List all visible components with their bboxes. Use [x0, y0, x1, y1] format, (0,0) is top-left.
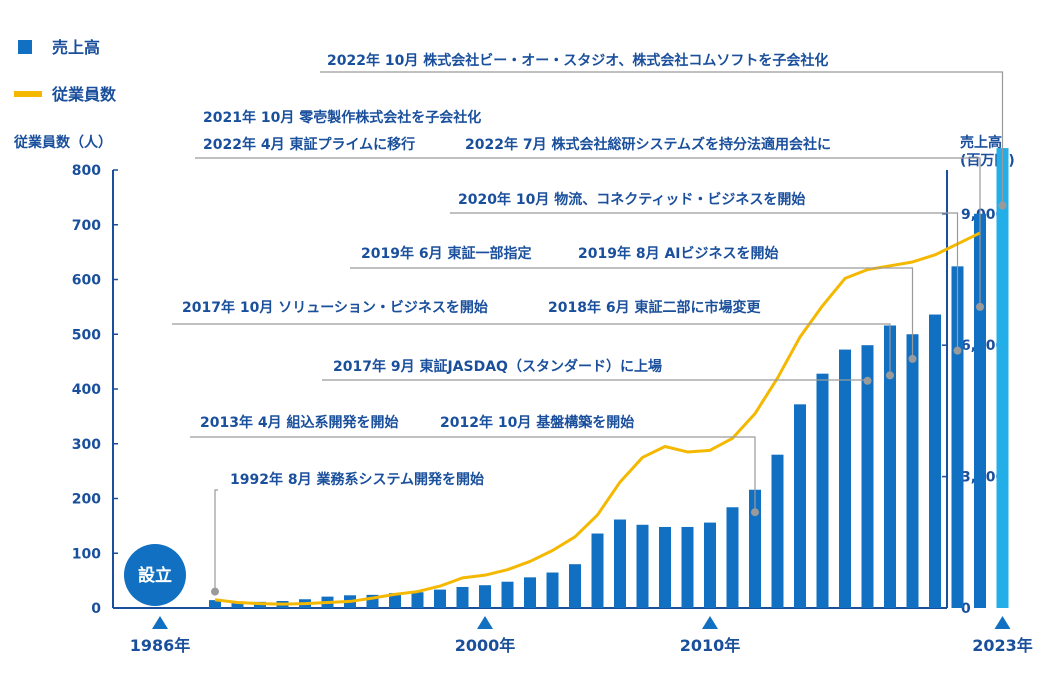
annotation-text: 2017年 10月 ソリューション・ビジネスを開始: [182, 299, 488, 316]
sales-bar-1998: [434, 589, 446, 608]
founding-badge: [124, 544, 186, 606]
annotation-dot: [886, 371, 894, 380]
sales-bar-2023: [996, 148, 1009, 608]
year-marker-2023: [994, 616, 1011, 629]
sales-bar-2001: [501, 581, 514, 608]
sales-bar-2017: [861, 345, 874, 608]
annotation-text: 2018年 6月 東証二部に市場変更: [548, 299, 761, 316]
left-tick-label: 100: [72, 546, 101, 562]
sales-bar-2002: [524, 577, 536, 608]
sales-bar-2005: [591, 533, 604, 608]
sales-bar-2011: [726, 507, 739, 608]
year-marker-2000: [477, 616, 493, 629]
annotation-leader: [172, 323, 891, 376]
annotation-leader: [214, 489, 218, 592]
sales-bar-1997: [411, 592, 424, 608]
sales-bar-2008: [659, 526, 671, 608]
sales-bar-2022: [974, 213, 986, 609]
sales-bar-1989: [231, 601, 244, 608]
sales-bar-2013: [771, 454, 784, 608]
annotation-dot: [211, 587, 219, 596]
annotation-text: 2022年 10月 株式会社ビー・オー・スタジオ、株式会社コムソフトを子会社化: [327, 52, 828, 69]
sales-bar-2012: [749, 489, 761, 608]
left-tick-label: 600: [72, 273, 101, 289]
legend-label: 従業員数: [51, 85, 117, 104]
right-tick-label: 0: [961, 601, 971, 617]
legend-swatch-employees: [14, 91, 42, 97]
annotation-dot: [863, 376, 872, 385]
annotation-text: 2019年 8月 AIビジネスを開始: [578, 245, 779, 262]
annotation-text: 2022年 7月 株式会社総研システムズを持分法適用会社に: [465, 136, 831, 153]
sales-bar-2010: [704, 522, 716, 608]
left-tick-label: 700: [72, 218, 101, 234]
left-tick-label: 0: [91, 601, 101, 617]
sales-bar-2004: [569, 564, 581, 608]
annotation-leader: [322, 379, 869, 381]
annotation-text: 2013年 4月 組込系開発を開始: [200, 414, 398, 431]
sales-bar-1996: [389, 593, 401, 608]
left-tick-label: 300: [72, 437, 101, 453]
annotation-text: 1992年 8月 業務系システム開発を開始: [230, 471, 484, 488]
legend-label: 売上高: [52, 38, 100, 57]
sales-bar-2020: [929, 314, 941, 608]
sales-bar-2015: [816, 373, 829, 608]
left-tick-label: 200: [72, 492, 101, 508]
annotation-dot: [751, 508, 759, 517]
left-tick-label: 400: [72, 382, 101, 398]
left-tick-label: 500: [72, 327, 101, 343]
annotation-leader: [450, 212, 959, 351]
annotation-leader: [320, 71, 1004, 206]
year-marker-2010: [702, 616, 718, 629]
annotation-text: 2012年 10月 基盤構築を開始: [440, 414, 634, 431]
sales-bar-1988: [209, 600, 221, 608]
annotation-dot: [953, 346, 962, 355]
sales-bar-1999: [456, 586, 469, 608]
right-axis-title: 売上高: [960, 134, 1002, 151]
left-tick-label: 800: [72, 163, 101, 179]
sales-bar-2014: [794, 404, 806, 608]
sales-bar-2019: [906, 334, 919, 608]
annotation-dot: [998, 201, 1007, 210]
year-label-1986: 1986年: [130, 636, 191, 655]
annotation-dot: [908, 354, 917, 363]
legend-swatch-sales: [18, 40, 32, 54]
annotation-dot: [976, 302, 984, 311]
employees-line: [214, 231, 981, 606]
annotation-text: 2019年 6月 東証一部指定: [361, 245, 531, 262]
annotation-text: 2021年 10月 零壱製作株式会社を子会社化: [203, 109, 481, 126]
year-label-2000: 2000年: [455, 636, 516, 655]
year-label-2023: 2023年: [972, 636, 1033, 655]
left-axis-title: 従業員数（人）: [13, 134, 112, 151]
founding-label: 設立: [138, 565, 172, 586]
annotation-leader: [195, 157, 981, 307]
sales-bar-2018: [884, 325, 896, 608]
annotation-leader: [190, 436, 756, 513]
sales-bar-2000: [479, 585, 491, 608]
annotation-leader: [350, 267, 914, 359]
annotation-text: 2017年 9月 東証JASDAQ（スタンダード）に上場: [333, 358, 662, 375]
sales-bar-2016: [839, 349, 851, 608]
sales-bar-2006: [614, 519, 626, 608]
sales-bar-2003: [546, 572, 559, 608]
annotation-text: 2020年 10月 物流、コネクティッド・ビジネスを開始: [458, 191, 805, 208]
annotation-text: 2022年 4月 東証プライムに移行: [203, 136, 415, 153]
sales-bar-2007: [636, 524, 649, 608]
year-label-2010: 2010年: [680, 636, 741, 655]
sales-bar-2009: [681, 526, 694, 608]
year-marker-1986: [152, 616, 168, 629]
